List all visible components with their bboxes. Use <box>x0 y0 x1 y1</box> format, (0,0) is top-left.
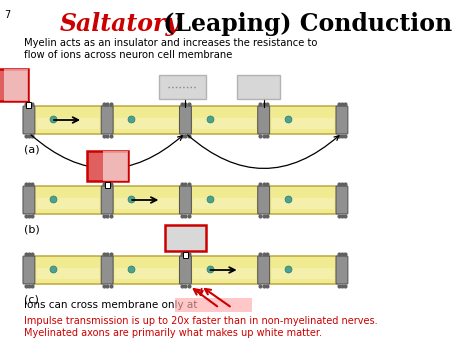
FancyBboxPatch shape <box>193 268 256 279</box>
FancyBboxPatch shape <box>336 106 348 134</box>
FancyBboxPatch shape <box>188 256 261 284</box>
FancyBboxPatch shape <box>101 186 113 214</box>
FancyBboxPatch shape <box>271 118 334 129</box>
FancyBboxPatch shape <box>266 186 339 214</box>
FancyBboxPatch shape <box>31 186 105 214</box>
FancyBboxPatch shape <box>183 252 188 258</box>
FancyBboxPatch shape <box>101 106 113 134</box>
FancyBboxPatch shape <box>237 75 280 99</box>
FancyBboxPatch shape <box>109 106 183 134</box>
Text: Myelin acts as an insulator and increases the resistance to: Myelin acts as an insulator and increase… <box>24 38 317 48</box>
FancyBboxPatch shape <box>266 256 339 284</box>
Text: (a): (a) <box>24 144 39 154</box>
FancyBboxPatch shape <box>23 186 35 214</box>
FancyBboxPatch shape <box>180 186 191 214</box>
Text: (Leaping) Conduction: (Leaping) Conduction <box>155 12 452 36</box>
FancyBboxPatch shape <box>336 186 348 214</box>
FancyArrowPatch shape <box>194 289 217 306</box>
FancyBboxPatch shape <box>175 298 252 312</box>
FancyBboxPatch shape <box>109 186 183 214</box>
FancyBboxPatch shape <box>101 256 113 284</box>
FancyBboxPatch shape <box>103 151 128 181</box>
FancyBboxPatch shape <box>188 186 261 214</box>
FancyBboxPatch shape <box>4 69 28 101</box>
FancyArrowPatch shape <box>205 289 230 306</box>
Text: Myelinated axons are primarily what makes up white matter.: Myelinated axons are primarily what make… <box>24 328 322 338</box>
FancyBboxPatch shape <box>266 106 339 134</box>
FancyBboxPatch shape <box>188 106 261 134</box>
Text: Impulse transmission is up to 20x faster than in non-myelinated nerves.: Impulse transmission is up to 20x faster… <box>24 316 377 326</box>
FancyBboxPatch shape <box>105 182 109 188</box>
FancyBboxPatch shape <box>336 256 348 284</box>
FancyArrowPatch shape <box>31 135 182 168</box>
Text: flow of ions across neuron cell membrane: flow of ions across neuron cell membrane <box>24 50 232 60</box>
FancyBboxPatch shape <box>165 225 206 251</box>
FancyBboxPatch shape <box>271 268 334 279</box>
FancyBboxPatch shape <box>180 256 191 284</box>
FancyBboxPatch shape <box>27 102 31 108</box>
FancyBboxPatch shape <box>36 268 100 279</box>
FancyBboxPatch shape <box>115 198 178 209</box>
FancyBboxPatch shape <box>193 118 256 129</box>
FancyBboxPatch shape <box>23 106 35 134</box>
FancyBboxPatch shape <box>87 151 128 181</box>
FancyBboxPatch shape <box>271 198 334 209</box>
FancyBboxPatch shape <box>258 256 270 284</box>
FancyBboxPatch shape <box>31 106 105 134</box>
FancyArrowPatch shape <box>199 289 203 295</box>
FancyArrowPatch shape <box>188 135 339 168</box>
FancyBboxPatch shape <box>36 198 100 209</box>
FancyBboxPatch shape <box>115 268 178 279</box>
Text: 7: 7 <box>4 10 10 20</box>
FancyBboxPatch shape <box>36 118 100 129</box>
FancyBboxPatch shape <box>258 106 270 134</box>
FancyBboxPatch shape <box>109 256 183 284</box>
FancyBboxPatch shape <box>115 118 178 129</box>
FancyBboxPatch shape <box>31 256 105 284</box>
Text: Ions can cross membrane only at: Ions can cross membrane only at <box>24 300 197 310</box>
Text: Saltatory: Saltatory <box>60 12 180 36</box>
FancyBboxPatch shape <box>159 75 206 99</box>
FancyBboxPatch shape <box>23 256 35 284</box>
Text: (b): (b) <box>24 224 39 234</box>
FancyBboxPatch shape <box>193 198 256 209</box>
FancyBboxPatch shape <box>180 106 191 134</box>
Text: (c): (c) <box>24 294 39 304</box>
FancyBboxPatch shape <box>258 186 270 214</box>
FancyBboxPatch shape <box>0 69 28 101</box>
